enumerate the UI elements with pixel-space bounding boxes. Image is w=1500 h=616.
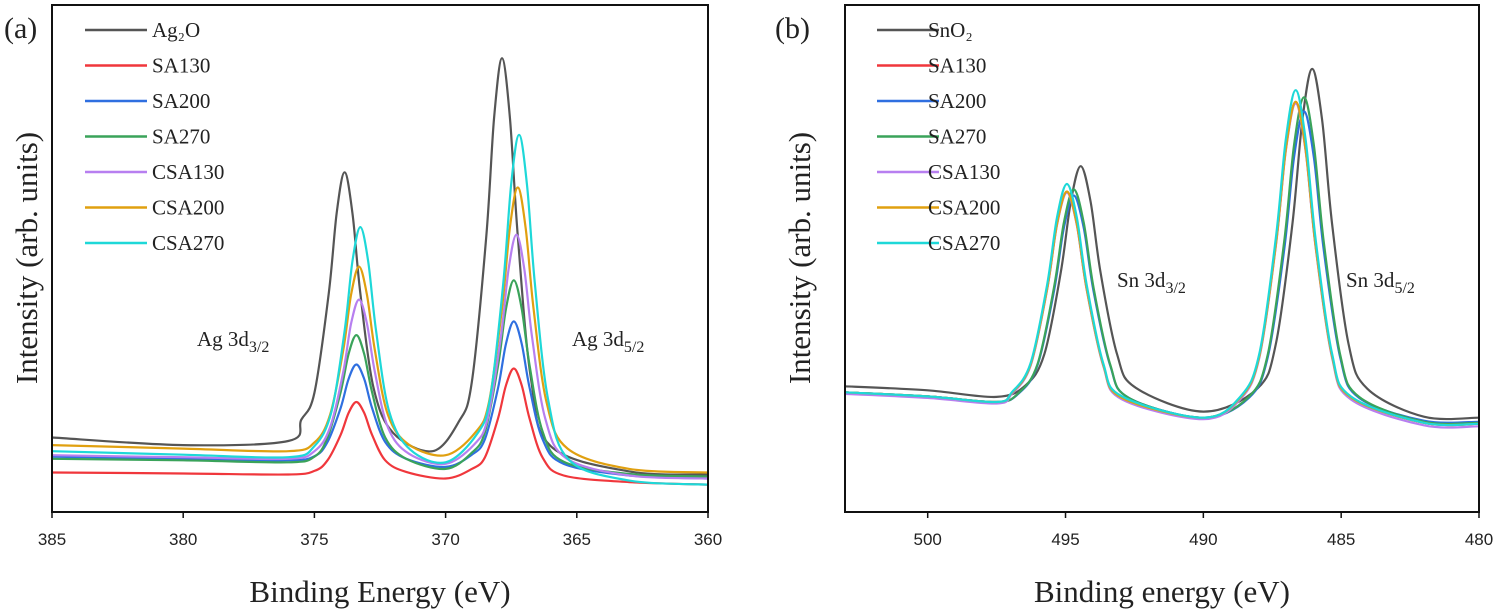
series-line-csa130 (844, 102, 1480, 429)
series-line-sno (844, 67, 1480, 421)
panel-b: (b) 500 495 490 485 480 SnO₂ SA130 SA200 SA270 C… (775, 4, 1493, 609)
x-tick-label: 500 (914, 530, 942, 549)
x-tick-label: 360 (694, 530, 722, 549)
plot-frame-a (51, 4, 709, 513)
x-tick-label: 375 (300, 530, 328, 549)
series-line-csa200 (844, 100, 1480, 427)
legend-label: CSA200 (928, 196, 1000, 220)
annotation-ag-3d32: Ag 3d3/2 (197, 327, 269, 356)
curves-a (51, 57, 709, 486)
legend-label: SA130 (928, 54, 986, 78)
panel-a: (a) 385 380 375 370 365 360 Ag₂O SA130 SA200 SA2… (4, 4, 722, 609)
x-axis-title-a: Binding Energy (eV) (249, 574, 510, 609)
x-tick-label: 370 (431, 530, 459, 549)
legend-label: SA270 (152, 125, 210, 149)
x-tick-label: 495 (1051, 530, 1079, 549)
legend-label: CSA270 (152, 231, 224, 255)
legend-label: CSA130 (928, 160, 1000, 184)
legend-label: SnO₂ (928, 18, 973, 42)
legend-b: SnO₂ SA130 SA200 SA270 CSA130 CSA200 CSA270 (877, 18, 1000, 255)
x-ticks-a: 385 380 375 370 365 360 (38, 512, 722, 549)
series-line-sa130 (844, 100, 1480, 427)
plot-frame-b (844, 4, 1480, 513)
legend-label: CSA200 (152, 196, 224, 220)
x-tick-label: 385 (38, 530, 66, 549)
legend-label: SA270 (928, 125, 986, 149)
series-line-csa270 (844, 89, 1480, 427)
legend-label: CSA130 (152, 160, 224, 184)
legend-label: Ag₂O (152, 18, 200, 42)
curves-b (844, 67, 1480, 429)
series-line-sa270 (51, 279, 709, 478)
series-line-sa130 (51, 367, 709, 486)
y-axis-title-b: Intensity (arb. units) (782, 132, 817, 384)
panel-label-b: (b) (775, 12, 810, 45)
series-line-ago (51, 57, 709, 476)
x-ticks-b: 500 495 490 485 480 (914, 512, 1493, 549)
annotation-ag-3d52: Ag 3d5/2 (572, 327, 644, 356)
legend-label: CSA270 (928, 231, 1000, 255)
panel-label-a: (a) (4, 12, 37, 45)
legend-label: SA200 (152, 89, 210, 113)
legend-label: SA130 (152, 54, 210, 78)
legend-label: SA200 (928, 89, 986, 113)
y-axis-title-a: Intensity (arb. units) (9, 132, 44, 384)
series-line-csa270 (51, 133, 709, 486)
series-line-csa130 (51, 233, 709, 480)
annotation-sn-3d32: Sn 3d3/2 (1117, 268, 1186, 297)
annotation-sn-3d52: Sn 3d5/2 (1346, 268, 1415, 297)
x-tick-label: 490 (1189, 530, 1217, 549)
x-tick-label: 480 (1465, 530, 1493, 549)
series-line-csa200 (51, 186, 709, 474)
x-tick-label: 380 (169, 530, 197, 549)
legend-a: Ag₂O SA130 SA200 SA270 CSA130 CSA200 CSA270 (85, 18, 224, 255)
x-axis-title-b: Binding energy (eV) (1034, 574, 1290, 609)
x-tick-label: 485 (1327, 530, 1355, 549)
x-tick-label: 365 (563, 530, 591, 549)
